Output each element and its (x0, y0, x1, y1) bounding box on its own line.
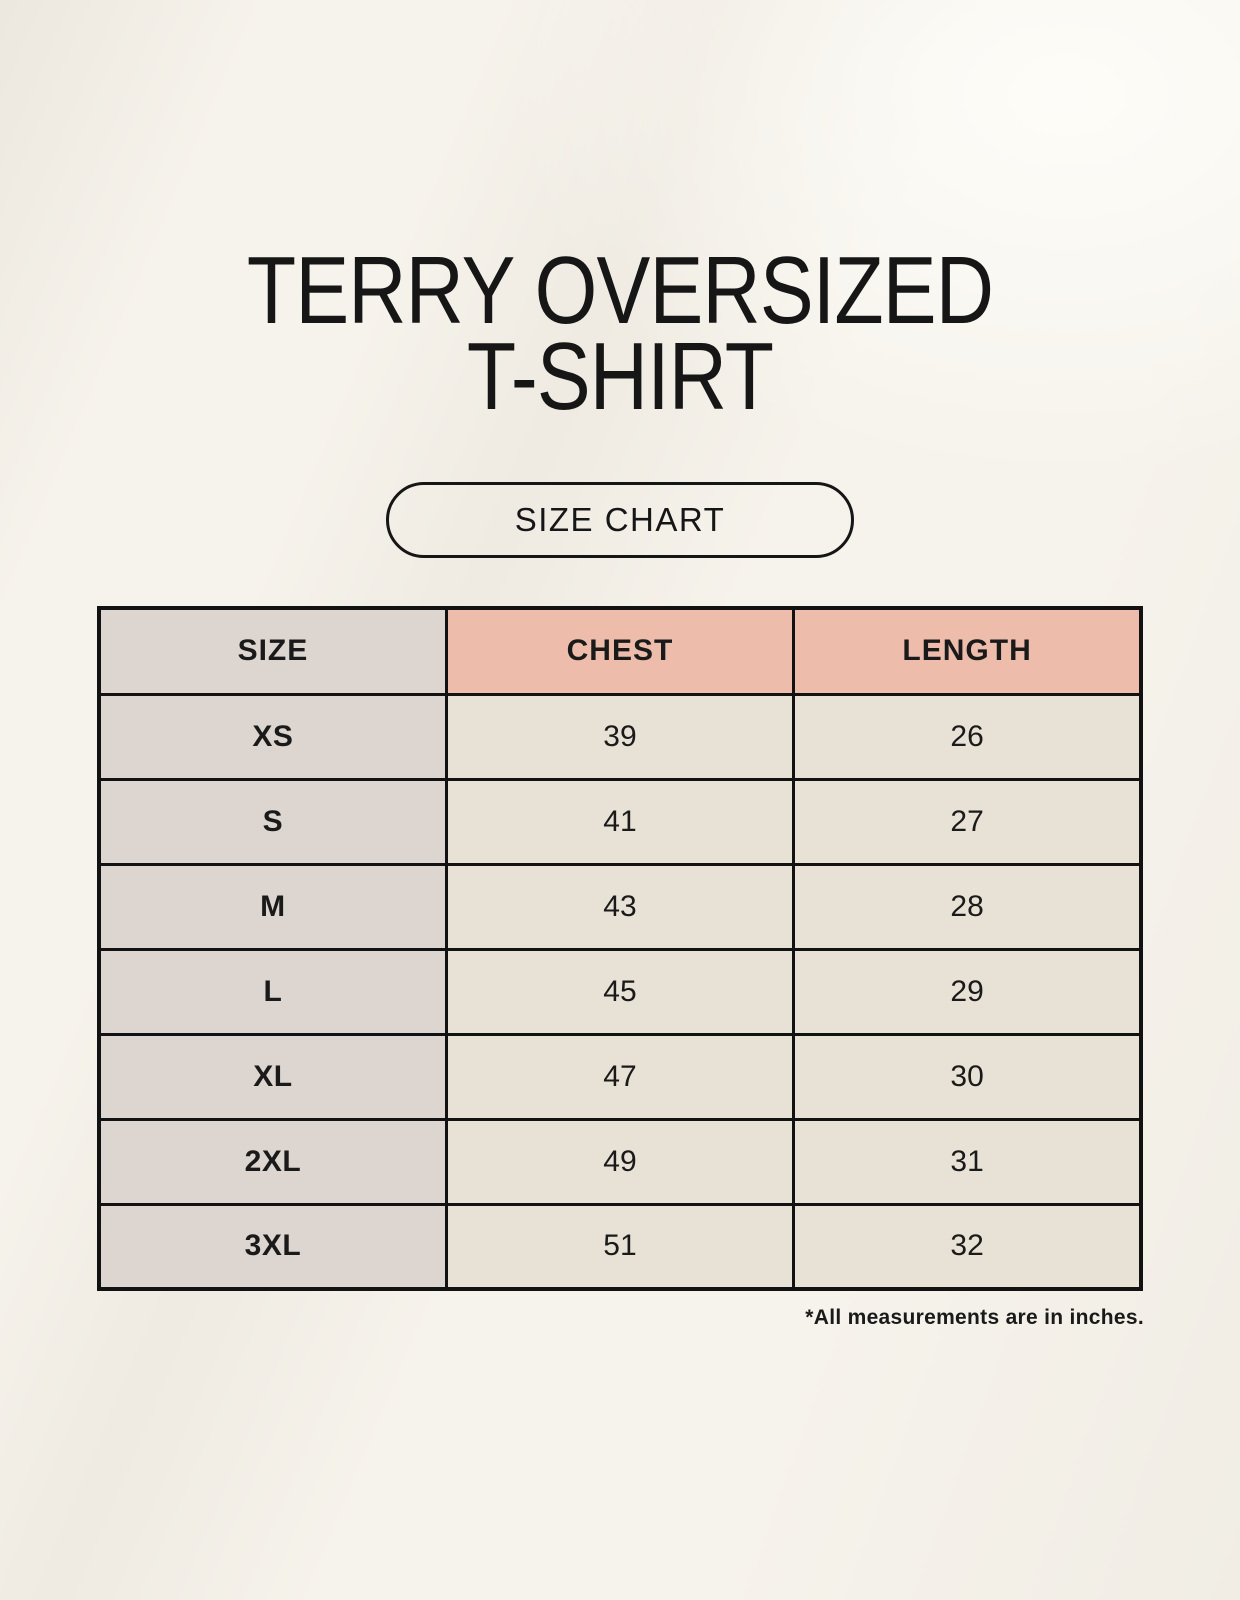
chest-cell: 43 (444, 862, 796, 951)
product-title-line1: TERRY OVERSIZED (246, 237, 994, 344)
chest-cell: 47 (444, 1032, 796, 1121)
size-cell: 2XL (97, 1117, 448, 1206)
length-cell: 32 (792, 1202, 1143, 1291)
measurements-footnote: *All measurements are in inches. (805, 1306, 1144, 1329)
table-row: L 45 29 (97, 947, 1143, 1036)
table-row: M 43 28 (97, 862, 1143, 951)
length-cell: 31 (792, 1117, 1143, 1206)
length-cell: 29 (792, 947, 1143, 1036)
length-cell: 28 (792, 862, 1143, 951)
size-chart-table: SIZE CHEST LENGTH XS 39 26 S 41 27 M 43 … (97, 606, 1143, 1291)
chest-cell: 39 (444, 692, 796, 781)
column-header-length: LENGTH (792, 606, 1143, 696)
chest-cell: 45 (444, 947, 796, 1036)
column-header-chest: CHEST (444, 606, 796, 696)
chest-cell: 41 (444, 777, 796, 866)
column-header-size: SIZE (97, 606, 448, 696)
table-header-row: SIZE CHEST LENGTH (97, 606, 1143, 696)
size-chart-button-label: SIZE CHART (514, 501, 726, 538)
size-cell: S (97, 777, 448, 866)
chest-cell: 49 (444, 1117, 796, 1206)
table-row: S 41 27 (97, 777, 1143, 866)
size-cell: XL (97, 1032, 448, 1121)
product-title-line2: T-SHIRT (466, 323, 774, 430)
size-cell: XS (97, 692, 448, 781)
table-row: XS 39 26 (97, 692, 1143, 781)
table-row: 3XL 51 32 (97, 1202, 1143, 1291)
size-cell: M (97, 862, 448, 951)
chest-cell: 51 (444, 1202, 796, 1291)
size-cell: 3XL (97, 1202, 448, 1291)
length-cell: 30 (792, 1032, 1143, 1121)
table-row: 2XL 49 31 (97, 1117, 1143, 1206)
table-row: XL 47 30 (97, 1032, 1143, 1121)
size-chart-button[interactable]: SIZE CHART (386, 482, 854, 558)
length-cell: 26 (792, 692, 1143, 781)
length-cell: 27 (792, 777, 1143, 866)
product-title: TERRY OVERSIZED T-SHIRT (99, 237, 1141, 430)
size-cell: L (97, 947, 448, 1036)
